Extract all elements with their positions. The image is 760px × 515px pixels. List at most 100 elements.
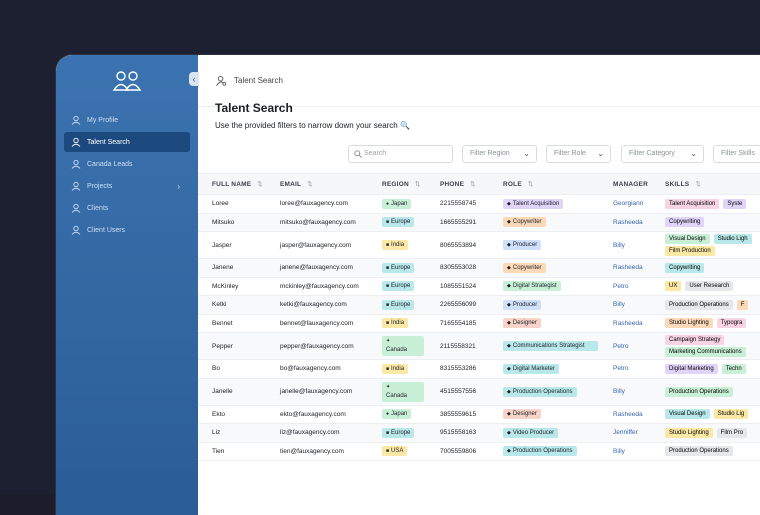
table-row[interactable]: McKinley mckinley@fauxagency.com ■ Europe 10… — [198, 278, 760, 296]
manager[interactable]: Billy — [613, 447, 625, 455]
collapse-sidebar-button[interactable]: ‹ — [189, 72, 199, 86]
region: ■ Europe — [382, 296, 415, 314]
skills-line: Visual Design Studio Lig — [665, 409, 749, 420]
manager[interactable]: Jenniffer — [613, 429, 638, 437]
column-header-full-name[interactable]: FULL NAME ⇅ — [212, 174, 263, 196]
sidebar-item-canada-leads[interactable]: Canada Leads — [64, 154, 190, 174]
skill-badge: Production Operations — [665, 299, 733, 310]
manager[interactable]: Billy — [613, 241, 625, 249]
table-row[interactable]: Loree loree@fauxagency.com ● Japan 221555874… — [198, 195, 760, 214]
role-badge: ◆ Producer — [503, 240, 542, 250]
email: ketki@fauxagency.com — [280, 301, 347, 309]
skills-cell: Production Operations — [665, 443, 733, 461]
filter-category-select[interactable]: Filter Category ⌄ — [621, 145, 704, 163]
sort-icon: ⇅ — [257, 181, 263, 188]
manager[interactable]: Petro — [613, 365, 629, 373]
filter-region-select[interactable]: Filter Region ⌄ — [462, 145, 537, 163]
user-icon — [71, 115, 81, 125]
manager[interactable]: Rasheeda — [613, 410, 643, 418]
full-name: Liz — [212, 429, 221, 437]
full-name: Loree — [212, 200, 229, 208]
flag-icon: ● — [386, 200, 390, 207]
column-header-role[interactable]: ROLE ⇅ — [503, 174, 534, 196]
email: liz@fauxagency.com — [280, 429, 340, 437]
role-label: Digital Strategist — [512, 283, 557, 290]
skill-badge: Production Operations — [665, 386, 733, 397]
skills-line: UX User Research — [665, 281, 734, 292]
region-label: India — [391, 242, 405, 248]
table-row[interactable]: Janene janene@fauxagency.com ■ Europe 830555… — [198, 259, 760, 278]
sidebar-nav: My Profile Talent Search Canada Leads Proje… — [64, 110, 190, 242]
breadcrumb: Talent Search — [234, 76, 283, 85]
role-icon: ◆ — [507, 429, 511, 436]
manager[interactable]: Rasheeda — [613, 319, 643, 327]
email: bennet@fauxagency.com — [280, 319, 354, 327]
role-icon: ◆ — [507, 448, 511, 455]
table-row[interactable]: Ketki ketki@fauxagency.com ■ Europe 22655560… — [198, 296, 760, 315]
table-row[interactable]: Jasper jasper@fauxagency.com ■ India 8065553… — [198, 232, 760, 259]
sort-icon: ⇅ — [414, 181, 421, 188]
clipboard-icon — [71, 225, 81, 235]
sidebar-item-my-profile[interactable]: My Profile — [64, 110, 190, 130]
role: ◆ Producer — [503, 296, 542, 314]
email: janene@fauxagency.com — [280, 264, 353, 272]
filter-role-select[interactable]: Filter Role ⌄ — [546, 145, 611, 163]
role-icon: ◆ — [507, 264, 511, 271]
flag-icon: ■ — [386, 365, 390, 372]
role-label: Video Producer — [512, 429, 555, 436]
table-row[interactable]: Tien tien@fauxagency.com ■ USA 7005559806 ◆ Pr… — [198, 443, 760, 461]
table-row[interactable]: Bennet bennet@fauxagency.com ■ India 7165554… — [198, 315, 760, 333]
column-header-region[interactable]: REGION ⇅ — [382, 174, 421, 196]
full-name: McKinley — [212, 282, 239, 290]
search-icon — [354, 150, 362, 158]
sidebar-item-projects[interactable]: Projects › — [64, 176, 190, 196]
table-row[interactable]: Pepper pepper@fauxagency.com ✦ Canada 211555… — [198, 333, 760, 360]
manager[interactable]: Rasheeda — [613, 264, 643, 272]
region-label: India — [391, 365, 405, 372]
region-label: India — [391, 320, 405, 327]
manager[interactable]: Billy — [613, 301, 625, 309]
table-row[interactable]: Liz liz@fauxagency.com ■ Europe 9515558163 ◆ V… — [198, 424, 760, 443]
flag-icon: ■ — [386, 264, 390, 271]
skills-line: Film Production — [665, 246, 752, 256]
role-icon: ◆ — [507, 320, 511, 327]
role-badge: ◆ Digital Marketer — [503, 363, 559, 374]
column-header-phone[interactable]: PHONE ⇅ — [440, 174, 476, 196]
filter-region-label: Filter Region — [470, 150, 510, 157]
table-row[interactable]: Janelle janelle@fauxagency.com ✦ Canada 4515… — [198, 378, 760, 406]
skill-badge: F — [736, 299, 749, 310]
skill-badge: Studio Lighting — [665, 427, 713, 438]
column-header-label: FULL NAME — [212, 181, 252, 188]
sort-icon: ⇅ — [307, 181, 313, 188]
manager[interactable]: Billy — [613, 388, 625, 395]
manager[interactable]: Rasheeda — [613, 218, 643, 226]
filter-skills-select[interactable]: Filter Skills — [713, 145, 760, 163]
manager[interactable]: Petro — [613, 342, 629, 350]
column-header-skills[interactable]: SKILLS ⇅ — [665, 174, 701, 196]
region: ■ Europe — [382, 214, 415, 232]
table-row[interactable]: Ekto ekto@fauxagency.com ● Japan 3855559615 ◆… — [198, 406, 760, 424]
sidebar-item-talent-search[interactable]: Talent Search — [64, 132, 190, 152]
column-header-manager[interactable]: MANAGER — [613, 174, 648, 196]
region: ● Japan — [382, 195, 412, 213]
search-placeholder: Search — [364, 150, 387, 157]
role-label: Communications Strategist — [512, 343, 585, 349]
role: ◆ Designer — [503, 315, 541, 333]
search-input[interactable]: Search — [348, 145, 453, 163]
manager[interactable]: Petro — [613, 282, 629, 290]
skill-badge: Campaign Strategy — [665, 335, 725, 345]
sidebar-item-client-users[interactable]: Client Users — [64, 220, 190, 240]
table-row[interactable]: Bo bo@fauxagency.com ■ India 8315553286 ◆ Digi… — [198, 360, 760, 379]
skill-badge: Techn — [721, 363, 746, 374]
region-badge: ✦ Canada — [382, 381, 424, 402]
manager[interactable]: Georgiann — [613, 200, 644, 208]
region: ■ Europe — [382, 278, 415, 296]
column-header-email[interactable]: EMAIL ⇅ — [280, 174, 313, 196]
flag-icon: ■ — [386, 283, 390, 290]
skill-badge: Digital Marketing — [665, 363, 718, 374]
region: ✦ Canada — [382, 333, 424, 359]
role: ◆ Copywriter — [503, 214, 546, 232]
sidebar-item-clients[interactable]: Clients — [64, 198, 190, 218]
table-row[interactable]: Mitsuko mitsuko@fauxagency.com ■ Europe 1665… — [198, 213, 760, 232]
skill-badge: Talent Acquisition — [665, 198, 720, 209]
